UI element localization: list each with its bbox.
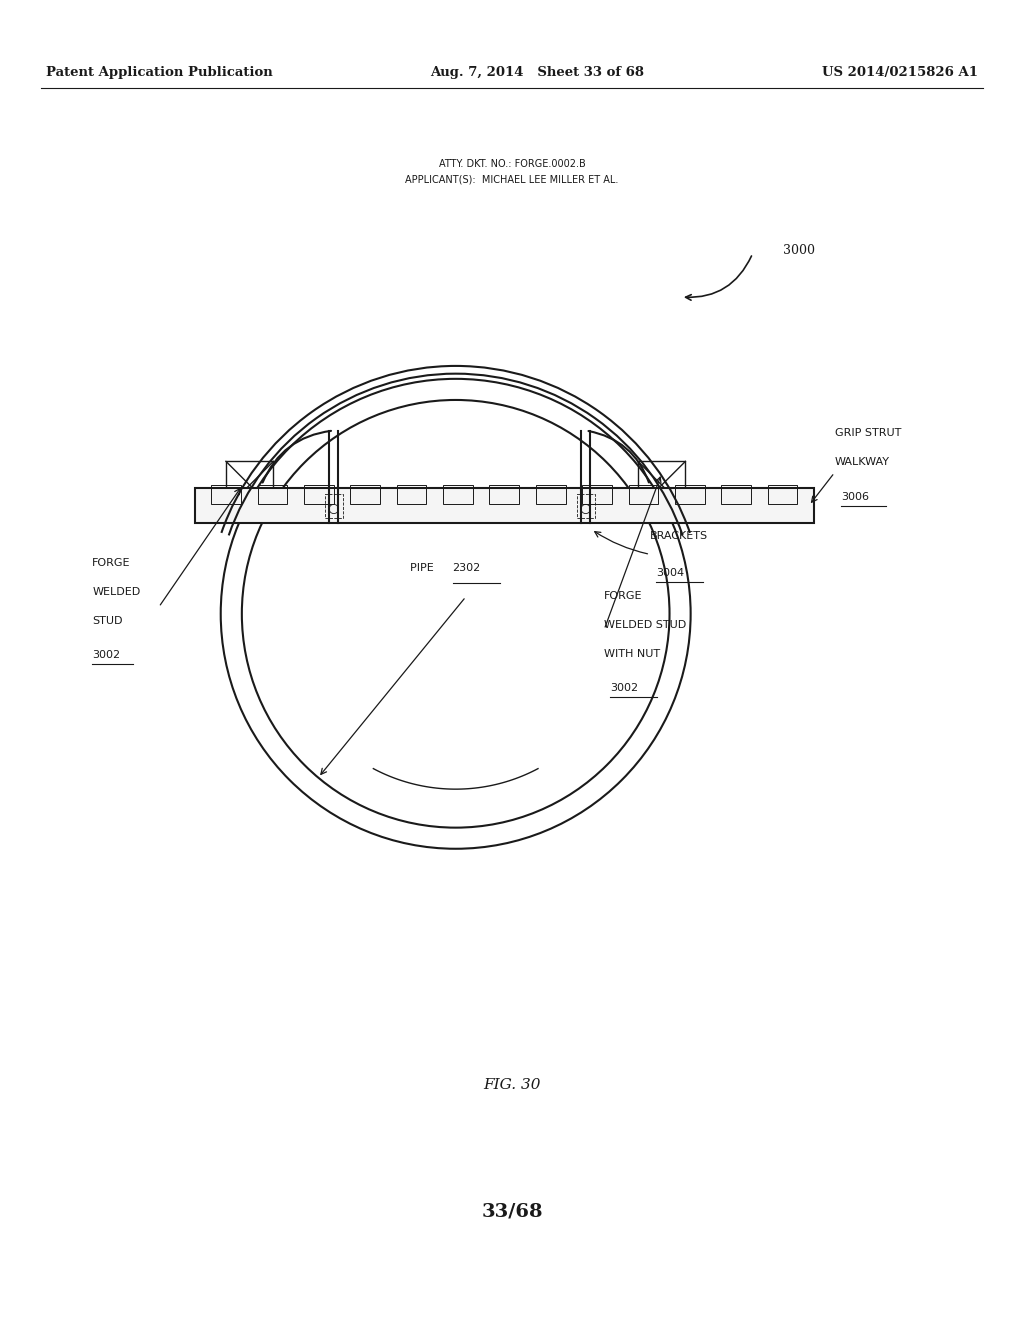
Bar — [638, 461, 685, 508]
Bar — [325, 494, 343, 517]
Bar — [396, 484, 426, 504]
Text: ATTY. DKT. NO.: FORGE.0002.B: ATTY. DKT. NO.: FORGE.0002.B — [438, 158, 586, 169]
Text: 3002: 3002 — [610, 682, 638, 693]
Bar — [195, 488, 814, 523]
Text: 2302: 2302 — [453, 562, 481, 573]
Text: WALKWAY: WALKWAY — [835, 457, 890, 467]
Bar — [629, 484, 658, 504]
Text: GRIP STRUT: GRIP STRUT — [835, 428, 901, 438]
Text: FIG. 30: FIG. 30 — [483, 1078, 541, 1092]
Bar — [350, 484, 380, 504]
Text: 3002: 3002 — [92, 649, 120, 660]
Text: STUD: STUD — [92, 615, 123, 626]
Bar — [536, 484, 565, 504]
Text: PIPE: PIPE — [410, 562, 437, 573]
Text: Patent Application Publication: Patent Application Publication — [46, 66, 272, 79]
Text: WELDED STUD: WELDED STUD — [604, 619, 686, 630]
Bar — [443, 484, 473, 504]
Bar — [226, 461, 273, 508]
Text: 33/68: 33/68 — [481, 1203, 543, 1221]
Text: FORGE: FORGE — [92, 557, 131, 568]
Text: FORGE: FORGE — [604, 590, 643, 601]
Bar — [211, 484, 241, 504]
Bar — [489, 484, 519, 504]
Text: Aug. 7, 2014   Sheet 33 of 68: Aug. 7, 2014 Sheet 33 of 68 — [430, 66, 644, 79]
Bar — [768, 484, 798, 504]
Bar — [675, 484, 705, 504]
Text: WELDED: WELDED — [92, 586, 140, 597]
Bar — [577, 494, 595, 517]
Bar — [583, 484, 612, 504]
Text: 3004: 3004 — [656, 568, 684, 578]
Text: US 2014/0215826 A1: US 2014/0215826 A1 — [822, 66, 978, 79]
Bar — [721, 484, 752, 504]
Bar — [257, 484, 288, 504]
Text: APPLICANT(S):  MICHAEL LEE MILLER ET AL.: APPLICANT(S): MICHAEL LEE MILLER ET AL. — [406, 174, 618, 185]
Text: 3000: 3000 — [783, 244, 815, 257]
Text: 3006: 3006 — [841, 491, 868, 502]
Text: WITH NUT: WITH NUT — [604, 648, 660, 659]
Bar — [304, 484, 334, 504]
Text: BRACKETS: BRACKETS — [650, 531, 709, 541]
